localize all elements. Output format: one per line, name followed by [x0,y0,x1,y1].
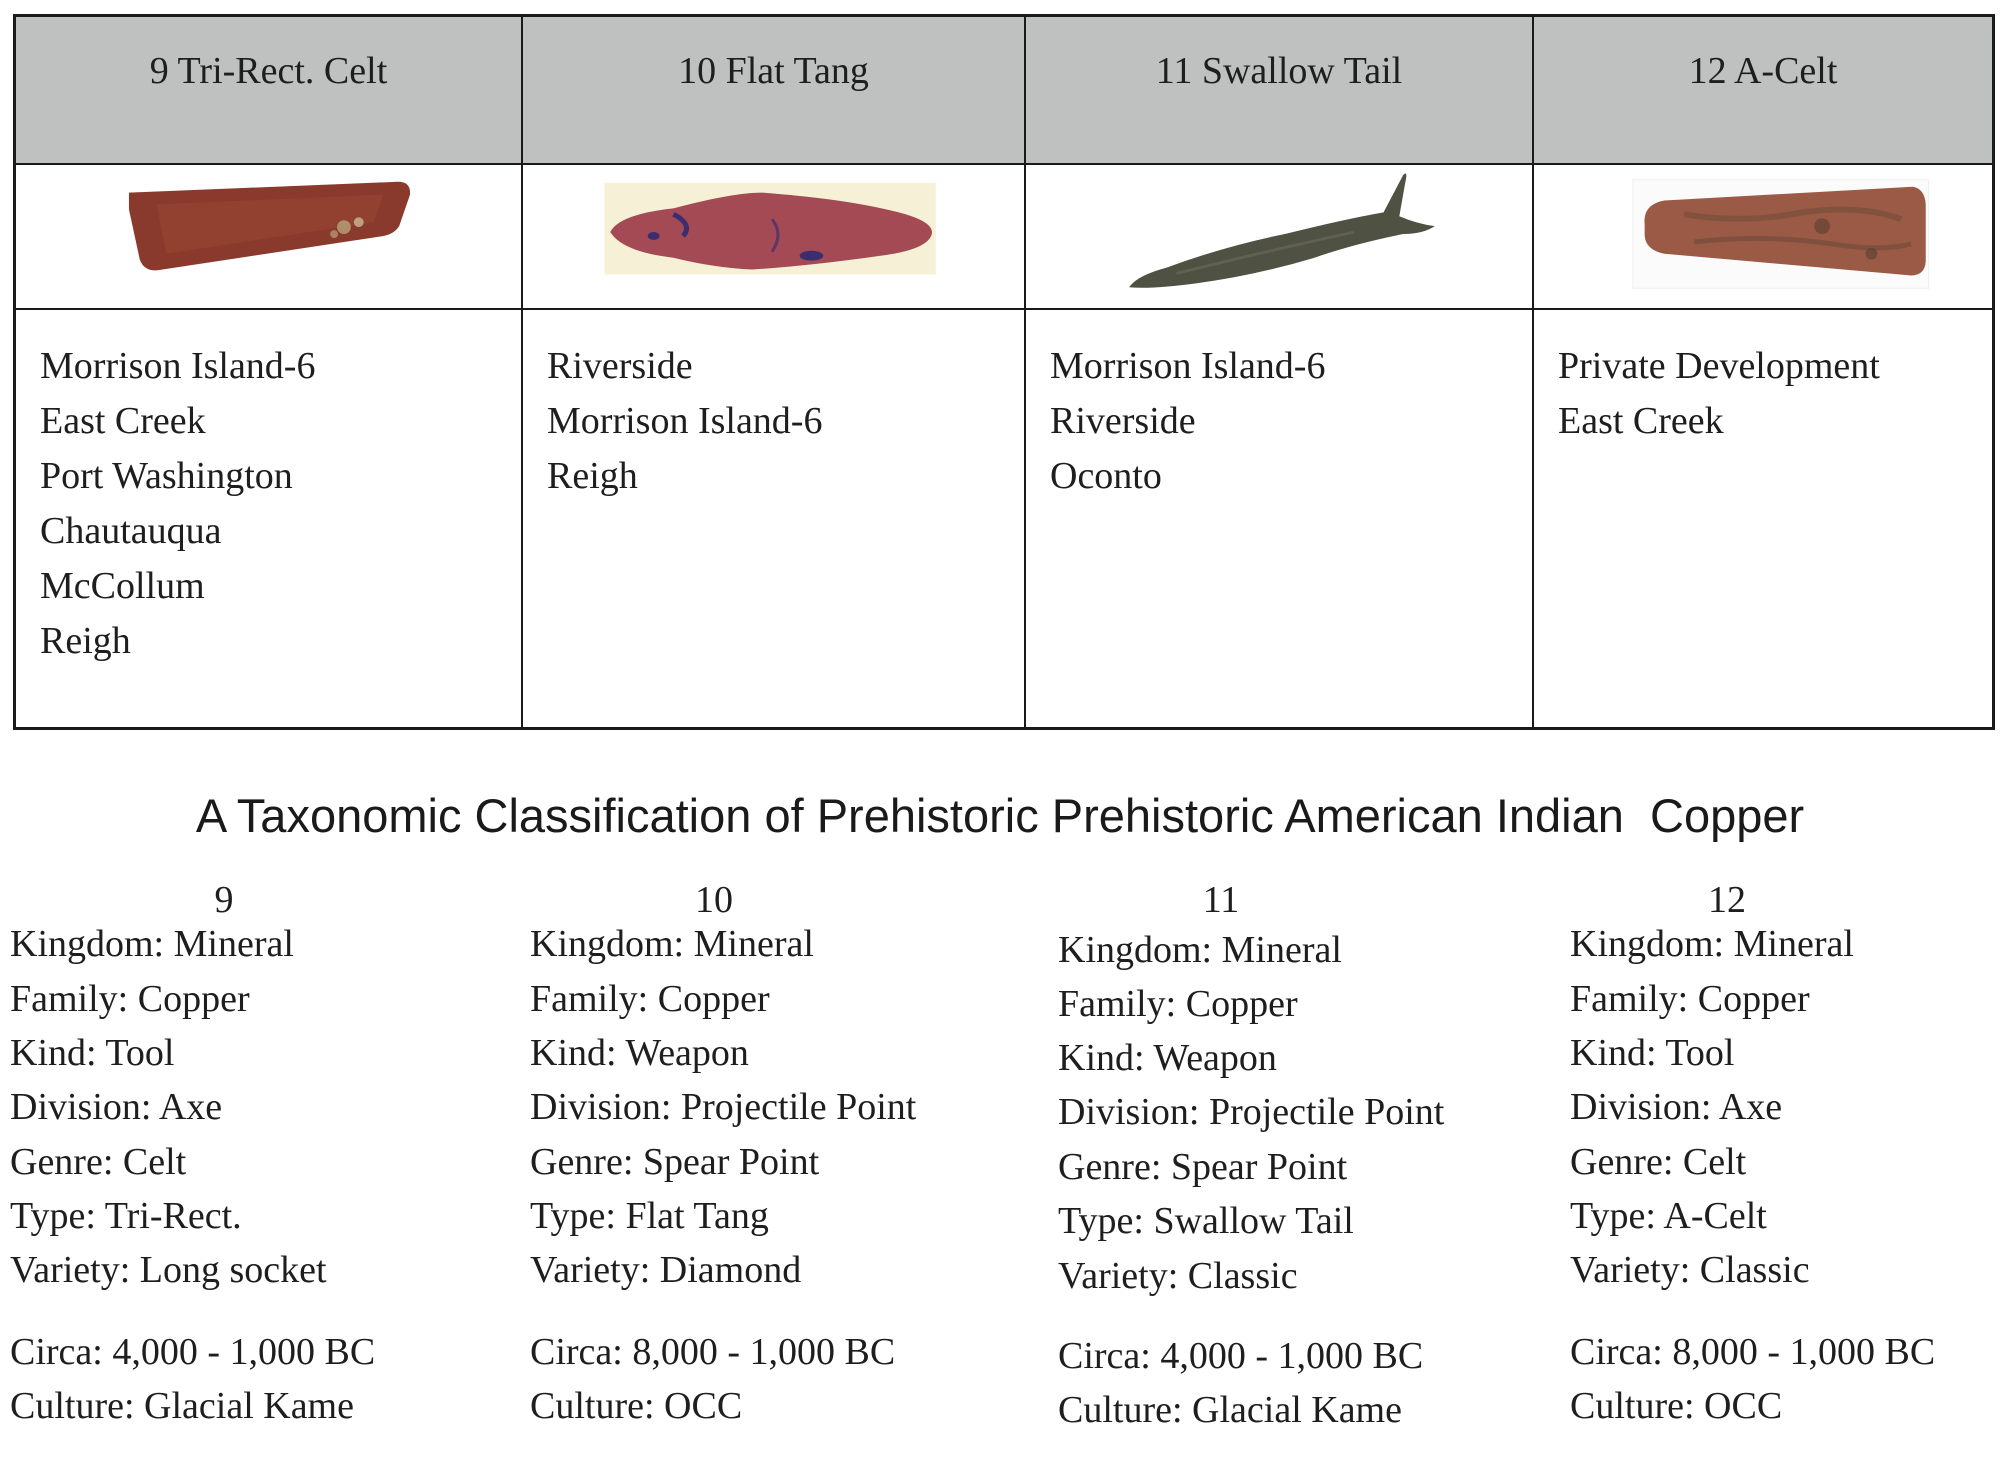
artifact-image-cell [1534,165,1992,310]
table-header-cell: 10 Flat Tang [523,17,1026,165]
culture-line: Culture: Glacial Kame [1058,1389,1402,1431]
variety-line: Variety: Classic [1058,1255,1298,1297]
list-item: Morrison Island-6 [40,345,316,387]
site-list-cell: Riverside Morrison Island-6 Reigh [523,310,1026,727]
header-label: 11 Swallow Tail [1155,50,1403,92]
division-line: Division: Axe [1570,1086,1783,1128]
variety-line: Variety: Classic [1570,1249,1810,1291]
circa-line: Circa: 8,000 - 1,000 BC [530,1331,896,1373]
artifact-image-cell [1026,165,1534,310]
list-item: Morrison Island-6 [1050,345,1326,387]
kind-line: Kind: Tool [1570,1032,1735,1074]
family-line: Family: Copper [1570,978,1810,1020]
tri-rect-celt-artifact-icon [128,181,411,271]
type-line: Type: Tri-Rect. [10,1195,242,1237]
kind-line: Kind: Tool [10,1032,175,1074]
list-item: Oconto [1050,455,1162,497]
page-title: A Taxonomic Classification of Prehistori… [195,789,1805,842]
kingdom-line: Kingdom: Mineral [10,923,294,965]
header-label: 10 Flat Tang [678,50,869,92]
division-line: Division: Axe [10,1086,223,1128]
circa-line: Circa: 8,000 - 1,000 BC [1570,1331,1936,1373]
list-item: Reigh [547,455,638,497]
artifact-image-cell [16,165,523,310]
family-line: Family: Copper [530,978,770,1020]
variety-line: Variety: Long socket [10,1249,327,1291]
list-item: East Creek [40,400,206,442]
site-list-cell: Private Development East Creek [1534,310,1992,727]
culture-line: Culture: Glacial Kame [10,1385,354,1427]
artifact-table: 9 Tri-Rect. Celt 10 Flat Tang 11 Swallow… [13,14,1995,730]
taxonomy-number: 10 [695,879,733,921]
kingdom-line: Kingdom: Mineral [1058,929,1342,971]
type-line: Type: Flat Tang [530,1195,769,1237]
genre-line: Genre: Spear Point [530,1141,820,1183]
list-item: Chautauqua [40,510,222,552]
circa-line: Circa: 4,000 - 1,000 BC [1058,1335,1424,1377]
genre-line: Genre: Celt [1570,1141,1747,1183]
taxonomy-number: 9 [214,879,234,921]
division-line: Division: Projectile Point [530,1086,917,1128]
list-item: McCollum [40,565,205,607]
genre-line: Genre: Celt [10,1141,187,1183]
kingdom-line: Kingdom: Mineral [530,923,814,965]
list-item: Riverside [1050,400,1196,442]
list-item: Private Development [1558,345,1880,387]
header-label: 12 A-Celt [1688,50,1838,92]
kingdom-line: Kingdom: Mineral [1570,923,1854,965]
header-label: 9 Tri-Rect. Celt [149,50,388,92]
artifact-image-cell [523,165,1026,310]
division-line: Division: Projectile Point [1058,1091,1445,1133]
family-line: Family: Copper [1058,983,1298,1025]
list-item: Reigh [40,620,131,662]
table-header-cell: 12 A-Celt [1534,17,1992,165]
site-list-cell: Morrison Island-6 East Creek Port Washin… [16,310,523,727]
list-item: Port Washington [40,455,293,497]
kind-line: Kind: Weapon [530,1032,749,1074]
list-item: Riverside [547,345,693,387]
site-list-cell: Morrison Island-6 Riverside Oconto [1026,310,1534,727]
list-item: East Creek [1558,400,1724,442]
swallow-tail-artifact-icon [1129,173,1435,288]
flat-tang-artifact-icon [604,182,936,275]
circa-line: Circa: 4,000 - 1,000 BC [10,1331,376,1373]
variety-line: Variety: Diamond [530,1249,802,1291]
culture-line: Culture: OCC [530,1385,743,1427]
genre-line: Genre: Spear Point [1058,1146,1348,1188]
table-header-cell: 9 Tri-Rect. Celt [16,17,523,165]
taxonomy-number: 11 [1202,879,1240,921]
family-line: Family: Copper [10,978,250,1020]
taxonomy-number: 12 [1708,879,1746,921]
type-line: Type: A-Celt [1570,1195,1767,1237]
table-header-cell: 11 Swallow Tail [1026,17,1534,165]
culture-line: Culture: OCC [1570,1385,1783,1427]
type-line: Type: Swallow Tail [1058,1200,1354,1242]
list-item: Morrison Island-6 [547,400,823,442]
a-celt-artifact-icon [1632,179,1930,289]
kind-line: Kind: Weapon [1058,1037,1277,1079]
